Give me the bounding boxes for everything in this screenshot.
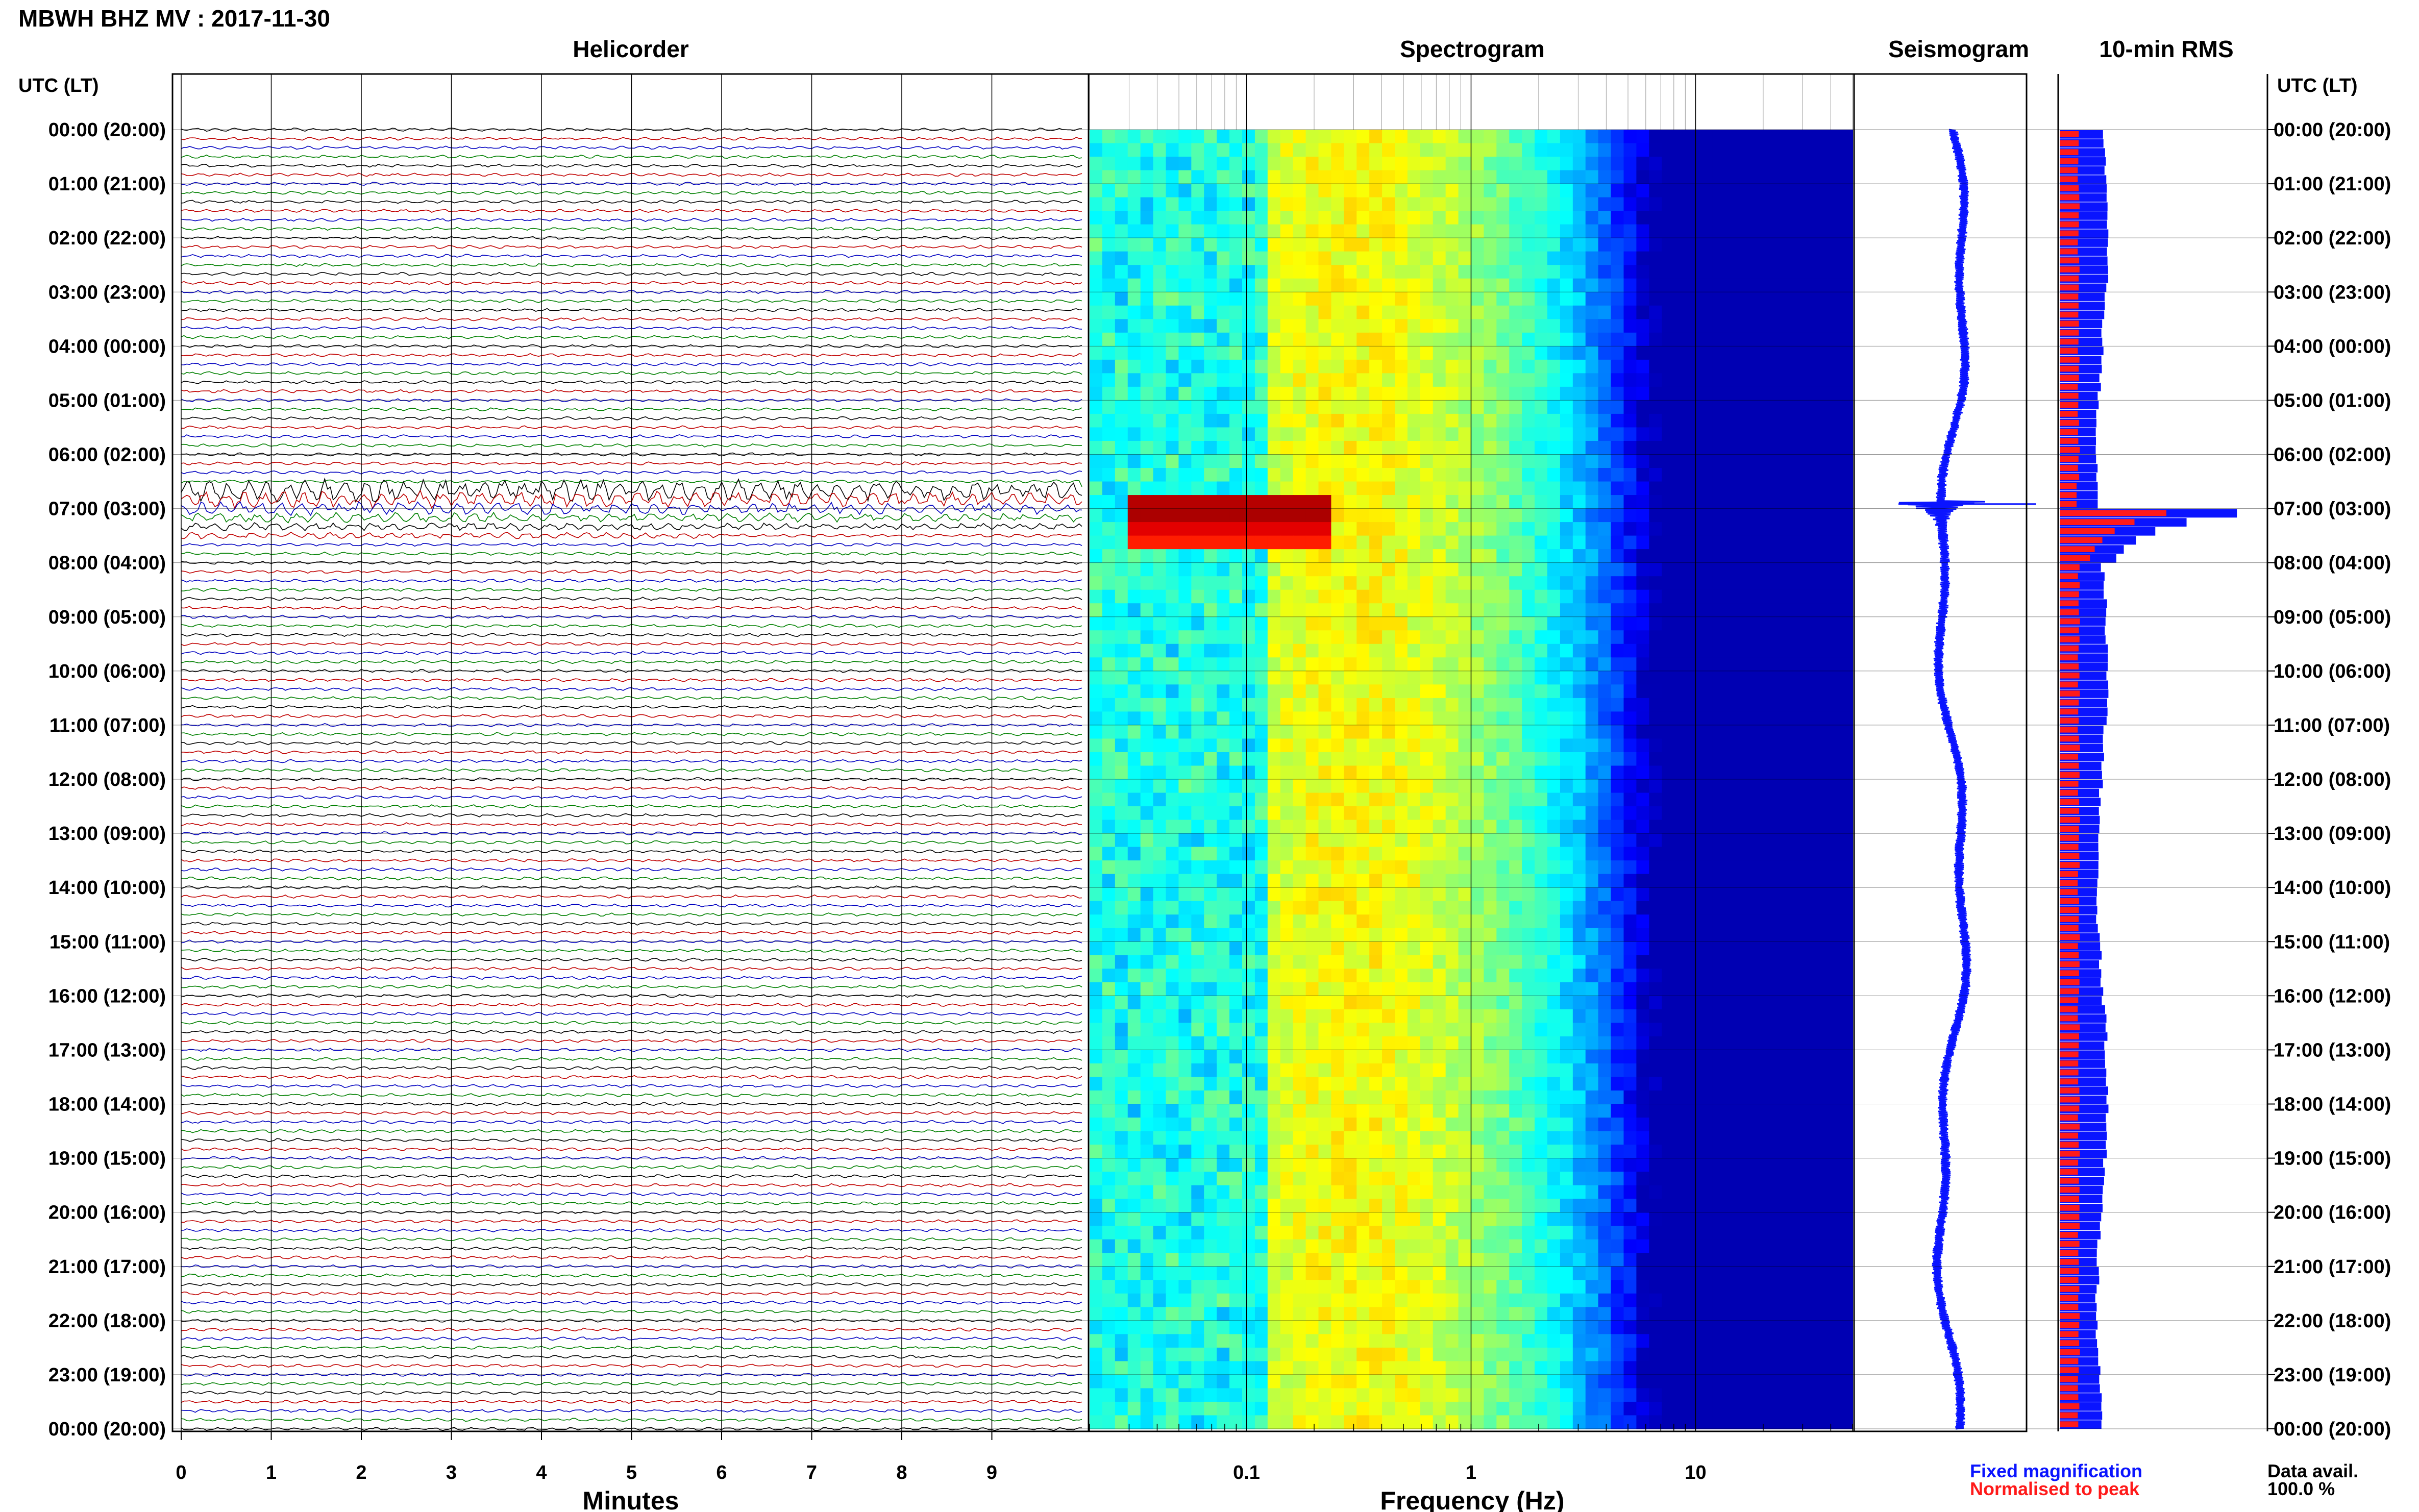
grid-lines [172, 74, 2267, 1431]
hour-label-left: 20:00 (16:00) [48, 1202, 166, 1224]
rms-bars [2060, 130, 2237, 1429]
hour-label-right: 00:00 (20:00) [2274, 1419, 2391, 1440]
hour-label-left: 22:00 (18:00) [48, 1310, 166, 1332]
hour-label-right: 00:00 (20:00) [2274, 119, 2391, 141]
hour-label-right: 19:00 (15:00) [2274, 1148, 2391, 1170]
hour-label-right: 22:00 (18:00) [2274, 1310, 2391, 1332]
hour-label-right: 18:00 (14:00) [2274, 1094, 2391, 1116]
figure-title: MBWH BHZ MV : 2017-11-30 [18, 5, 330, 32]
hour-label-left: 11:00 (07:00) [50, 715, 166, 736]
hour-label-right: 13:00 (09:00) [2274, 823, 2391, 845]
hour-label-left: 00:00 (20:00) [48, 1419, 166, 1440]
helicorder-x-tick: 7 [806, 1462, 817, 1483]
rms-title: 10-min RMS [2099, 36, 2233, 62]
helicorder-x-tick: 0 [176, 1462, 186, 1483]
hour-label-right: 23:00 (19:00) [2274, 1365, 2391, 1386]
helicorder-x-tick: 1 [266, 1462, 277, 1483]
data-availability-value: 100.0 % [2267, 1478, 2335, 1499]
hour-label-left: 14:00 (10:00) [48, 877, 166, 899]
hour-label-left: 05:00 (01:00) [48, 390, 166, 411]
hour-label-left: 17:00 (13:00) [48, 1039, 166, 1061]
helicorder-x-tick: 6 [716, 1462, 727, 1483]
hour-label-right: 12:00 (08:00) [2274, 769, 2391, 790]
spectrogram-x-tick: 0.1 [1233, 1462, 1260, 1483]
hour-label-right: 14:00 (10:00) [2274, 877, 2391, 899]
utc-label-left: UTC (LT) [18, 75, 99, 96]
spectrogram-x-tick: 1 [1466, 1462, 1476, 1483]
panel-frames [171, 73, 2268, 1432]
hour-label-left: 23:00 (19:00) [48, 1365, 166, 1386]
helicorder-title: Helicorder [573, 36, 689, 62]
seismogram-trace [1898, 129, 2036, 1430]
hour-label-right: 09:00 (05:00) [2274, 607, 2391, 628]
hour-label-left: 15:00 (11:00) [50, 931, 166, 953]
legend-fixed-magnification: Fixed magnification [1970, 1460, 2142, 1481]
hour-label-left: 16:00 (12:00) [48, 985, 166, 1007]
hour-label-left: 07:00 (03:00) [48, 499, 166, 520]
hour-label-right: 08:00 (04:00) [2274, 553, 2391, 574]
x-axis-ticks: 0 1 2 3 4 5 6 7 8 9 0.1 1 10 [176, 1431, 1707, 1483]
hour-label-left: 12:00 (08:00) [48, 769, 166, 790]
hour-label-left: 13:00 (09:00) [48, 823, 166, 845]
hour-label-left: 10:00 (06:00) [48, 661, 166, 682]
helicorder-xlabel: Minutes [583, 1486, 679, 1512]
hour-label-right: 11:00 (07:00) [2274, 715, 2390, 736]
hour-label-left: 06:00 (02:00) [48, 444, 166, 466]
hour-label-right: 03:00 (23:00) [2274, 282, 2391, 303]
hour-label-left: 19:00 (15:00) [48, 1148, 166, 1170]
hour-label-left: 03:00 (23:00) [48, 282, 166, 303]
hour-label-left: 09:00 (05:00) [48, 607, 166, 628]
seismogram-title: Seismogram [1888, 36, 2029, 62]
legend-normalised-to-peak: Normalised to peak [1970, 1478, 2140, 1499]
hour-label-left: 04:00 (00:00) [48, 336, 166, 357]
helicorder-x-tick: 4 [536, 1462, 547, 1483]
hour-label-right: 05:00 (01:00) [2274, 390, 2391, 411]
spectrogram-xlabel: Frequency (Hz) [1380, 1486, 1564, 1512]
helicorder-x-tick: 2 [356, 1462, 366, 1483]
spectrogram-title: Spectrogram [1400, 36, 1545, 62]
hour-label-right: 01:00 (21:00) [2274, 173, 2391, 195]
hour-label-left: 02:00 (22:00) [48, 228, 166, 249]
hour-label-left: 18:00 (14:00) [48, 1094, 166, 1116]
helicorder-x-tick: 3 [446, 1462, 457, 1483]
helicorder-x-tick: 9 [986, 1462, 997, 1483]
hour-label-right: 21:00 (17:00) [2274, 1256, 2391, 1278]
hour-label-right: 10:00 (06:00) [2274, 661, 2391, 682]
hour-label-left: 08:00 (04:00) [48, 553, 166, 574]
hour-label-right: 16:00 (12:00) [2274, 985, 2391, 1007]
spectrogram-heatmap [1090, 130, 1853, 1429]
hour-label-left: 21:00 (17:00) [48, 1256, 166, 1278]
hour-label-right: 04:00 (00:00) [2274, 336, 2391, 357]
hour-label-right: 20:00 (16:00) [2274, 1202, 2391, 1224]
time-axis-labels: 00:00 (20:00) 00:00 (20:00) 01:00 (21:00) 0… [48, 119, 2391, 1440]
hour-label-right: 15:00 (11:00) [2274, 931, 2390, 953]
hour-label-right: 07:00 (03:00) [2274, 499, 2391, 520]
helicorder-x-tick: 8 [896, 1462, 907, 1483]
hour-label-left: 01:00 (21:00) [48, 173, 166, 195]
hour-label-right: 02:00 (22:00) [2274, 228, 2391, 249]
data-availability-label: Data avail. [2267, 1460, 2358, 1481]
hour-label-right: 06:00 (02:00) [2274, 444, 2391, 466]
spectrogram-x-tick: 10 [1685, 1462, 1706, 1483]
hour-label-right: 17:00 (13:00) [2274, 1039, 2391, 1061]
utc-label-right: UTC (LT) [2277, 75, 2358, 96]
helicorder-x-tick: 5 [626, 1462, 637, 1483]
hour-label-left: 00:00 (20:00) [48, 119, 166, 141]
